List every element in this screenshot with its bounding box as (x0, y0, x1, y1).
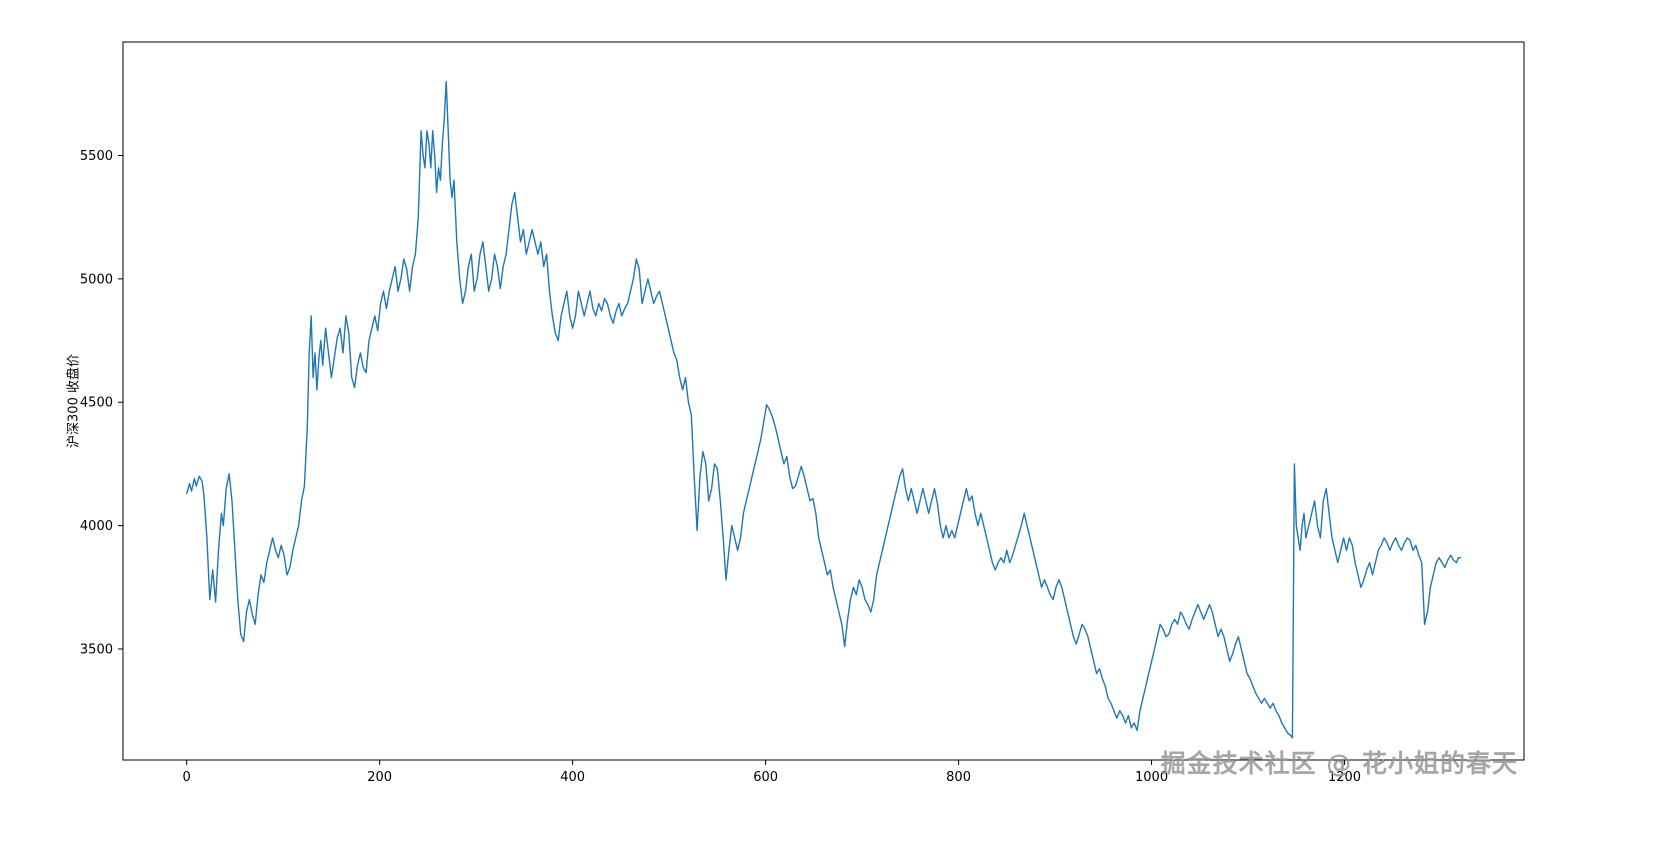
x-tick-label: 800 (946, 770, 971, 785)
x-tick-label: 600 (753, 770, 778, 785)
price-line (185, 80, 1462, 739)
y-tick-label: 4000 (80, 519, 113, 534)
x-tick-label: 1000 (1135, 770, 1168, 785)
x-tick-label: 1200 (1328, 770, 1361, 785)
watermark: 掘金技术社区 @ 花小姐的春天 (1160, 749, 1518, 778)
y-tick-label: 3500 (80, 642, 113, 657)
x-tick-label: 400 (560, 770, 585, 785)
x-tick-label: 200 (367, 770, 392, 785)
plot-border (122, 41, 1525, 761)
x-tick-label: 0 (183, 770, 191, 785)
y-axis-label: 沪深300 收盘价 (66, 354, 82, 448)
y-tick-label: 4500 (80, 396, 113, 411)
y-tick-label: 5000 (80, 272, 113, 287)
y-tick-label: 5500 (80, 149, 113, 164)
